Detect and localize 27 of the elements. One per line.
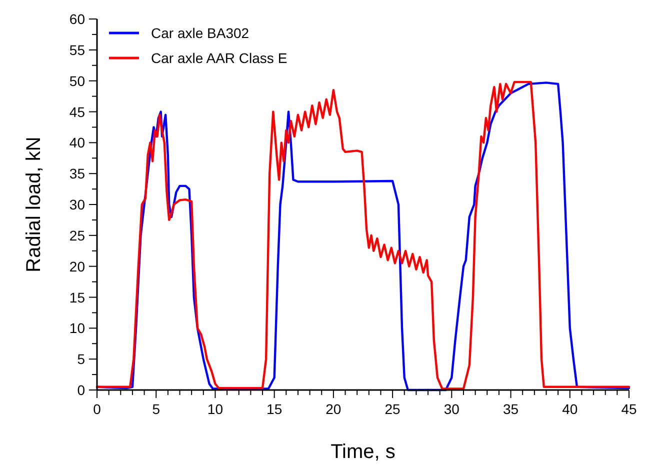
x-tick-label: 20 (326, 401, 342, 417)
y-tick-label: 60 (69, 11, 86, 27)
y-tick-label: 30 (69, 196, 86, 212)
y-tick-label: 50 (69, 72, 86, 89)
x-tick-label: 40 (562, 401, 578, 417)
y-tick-label: 20 (69, 258, 86, 274)
x-tick-label: 5 (152, 401, 160, 417)
x-tick-label: 10 (207, 401, 224, 417)
y-tick-label: 45 (69, 104, 86, 120)
y-tick-label: 15 (69, 289, 86, 306)
legend-label: Car axle AAR Class E (151, 50, 288, 66)
x-tick-label: 15 (266, 401, 282, 417)
legend-label: Car axle BA302 (151, 25, 250, 41)
y-tick-label: 35 (69, 166, 86, 182)
x-tick-label: 25 (384, 401, 401, 417)
y-tick-label: 5 (77, 351, 86, 368)
y-tick-label: 40 (69, 134, 86, 151)
x-tick-label: 45 (621, 401, 637, 417)
y-tick-label: 0 (77, 382, 86, 398)
y-tick-label: 25 (69, 227, 86, 244)
x-tick-label: 0 (93, 401, 102, 417)
y-tick-label: 55 (69, 42, 86, 58)
x-tick-label: 30 (444, 401, 460, 417)
y-tick-label: 10 (69, 320, 86, 336)
x-axis-title: Time, s (330, 441, 396, 463)
x-tick-label: 35 (502, 401, 519, 417)
y-axis-title: Radial load, kN (23, 136, 45, 272)
